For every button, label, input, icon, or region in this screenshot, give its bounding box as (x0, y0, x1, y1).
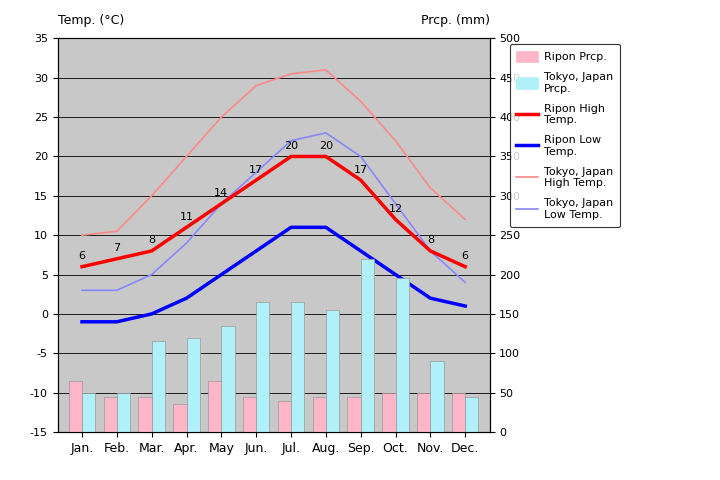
Bar (174, 405, 186, 432)
Bar (278, 400, 291, 432)
Bar (326, 310, 339, 432)
Bar (82, 393, 95, 432)
Bar (291, 302, 305, 432)
Text: 20: 20 (319, 141, 333, 151)
Text: 20: 20 (284, 141, 298, 151)
Bar (361, 259, 374, 432)
Text: 17: 17 (354, 165, 368, 175)
Text: 8: 8 (148, 235, 156, 245)
Text: Prcp. (mm): Prcp. (mm) (420, 13, 490, 26)
Bar (221, 326, 235, 432)
Bar (68, 381, 82, 432)
Legend: Ripon Prcp., Tokyo, Japan
Prcp., Ripon High
Temp., Ripon Low
Temp., Tokyo, Japan: Ripon Prcp., Tokyo, Japan Prcp., Ripon H… (510, 44, 620, 227)
Bar (208, 381, 221, 432)
Bar (256, 302, 269, 432)
Bar (117, 393, 130, 432)
Text: 11: 11 (179, 212, 194, 222)
Text: 14: 14 (215, 188, 228, 198)
Bar (452, 393, 465, 432)
Text: Temp. (°C): Temp. (°C) (58, 13, 124, 26)
Bar (152, 341, 165, 432)
Bar (395, 278, 409, 432)
Text: 6: 6 (462, 251, 469, 261)
Bar (186, 337, 199, 432)
Bar (243, 396, 256, 432)
Bar (465, 396, 479, 432)
Bar (348, 396, 361, 432)
Text: 6: 6 (78, 251, 86, 261)
Bar (312, 396, 326, 432)
Bar (104, 396, 117, 432)
Bar (417, 393, 431, 432)
Bar (382, 393, 395, 432)
Bar (431, 361, 444, 432)
Text: 7: 7 (113, 243, 120, 253)
Text: 17: 17 (249, 165, 264, 175)
Text: 8: 8 (427, 235, 434, 245)
Text: 12: 12 (389, 204, 402, 214)
Bar (138, 396, 152, 432)
